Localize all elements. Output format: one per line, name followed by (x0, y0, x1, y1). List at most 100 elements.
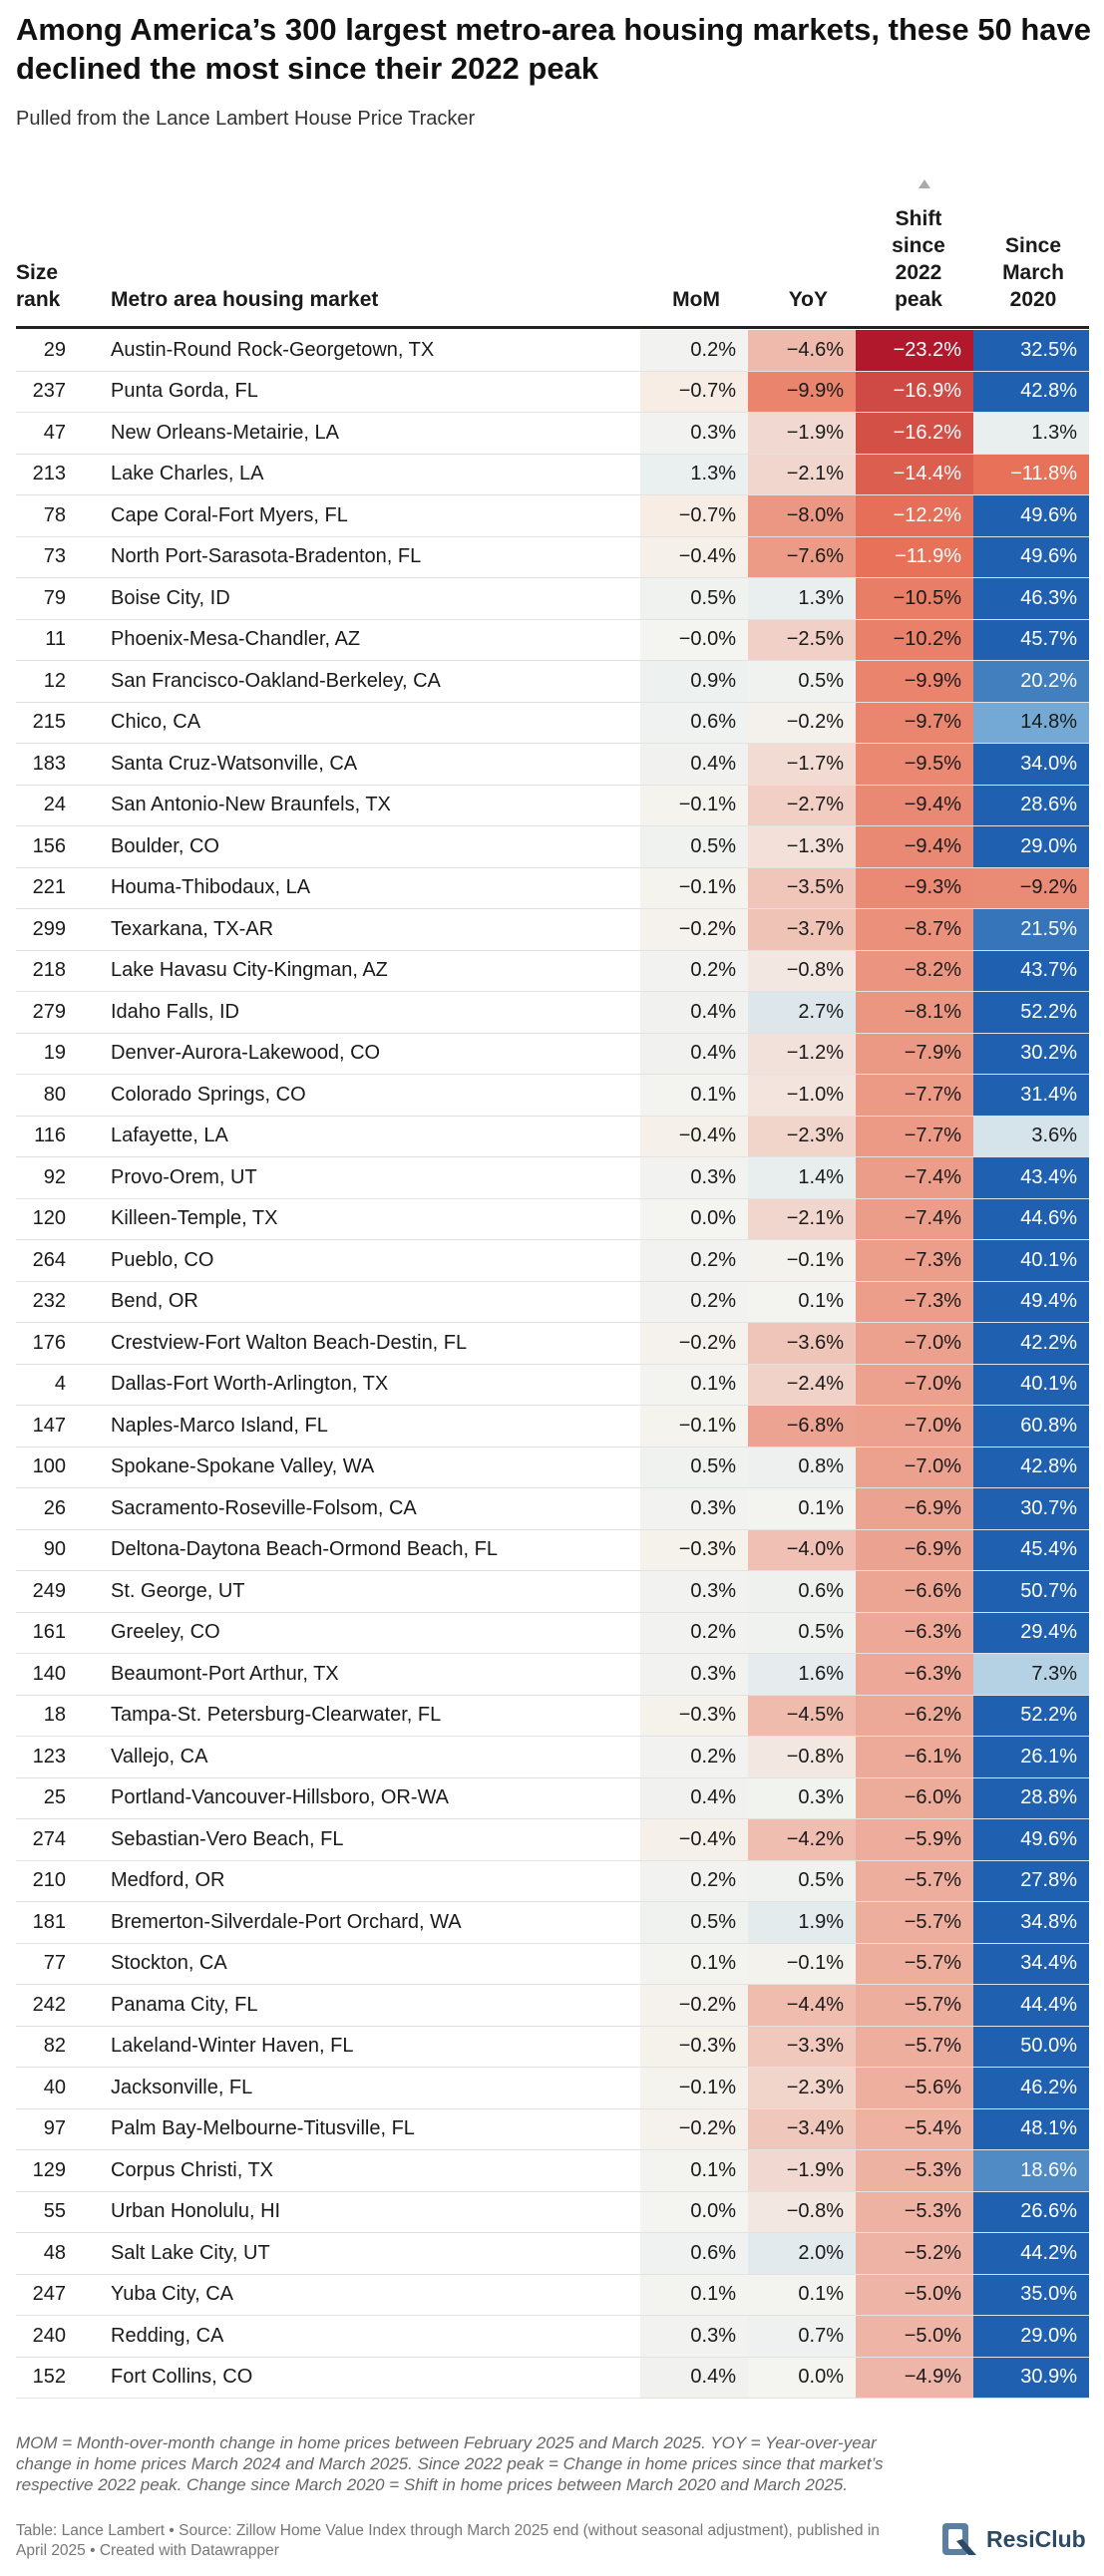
cell-mom: 0.3% (640, 1157, 748, 1198)
cell-metro: Santa Cruz-Watsonville, CA (111, 752, 358, 775)
cell-since-2022-peak: −16.2% (856, 413, 973, 454)
cell-mom: −0.2% (640, 1323, 748, 1364)
cell-size-rank: 26 (43, 1496, 66, 1519)
cell-mom: 0.3% (640, 2316, 748, 2357)
cell-metro: Vallejo, CA (111, 1745, 208, 1768)
cell-mom: −0.1% (640, 785, 748, 825)
cell-yoy: −4.2% (748, 1819, 856, 1860)
cell-since-2022-peak: −7.3% (856, 1281, 973, 1322)
cell-metro: Portland-Vancouver-Hillsboro, OR-WA (111, 1786, 449, 1809)
table-row: 12 San Francisco-Oakland-Berkeley, CA 0.9%… (16, 661, 1089, 703)
cell-yoy: −3.3% (748, 2026, 856, 2067)
cell-metro: Colorado Springs, CO (111, 1083, 306, 1106)
cell-since-march-2020: 52.2% (973, 1695, 1089, 1736)
cell-size-rank: 156 (32, 834, 66, 857)
header-line: Size (16, 261, 59, 284)
cell-since-2022-peak: −6.3% (856, 1654, 973, 1695)
cell-size-rank: 129 (32, 2158, 66, 2181)
header-metro[interactable]: Metro area housing market (111, 286, 378, 313)
cell-since-march-2020: 45.7% (973, 619, 1089, 660)
table-row: 232 Bend, OR 0.2% 0.1% −7.3% 49.4% (16, 1281, 1089, 1323)
cell-yoy: 0.1% (748, 1281, 856, 1322)
cell-yoy: 0.0% (748, 2357, 856, 2398)
cell-size-rank: 48 (43, 2241, 66, 2264)
table-row: 90 Deltona-Daytona Beach-Ormond Beach, FL… (16, 1529, 1089, 1571)
cell-since-2022-peak: −5.6% (856, 2068, 973, 2108)
cell-metro: North Port-Sarasota-Bradenton, FL (111, 545, 422, 568)
cell-since-march-2020: 35.0% (973, 2274, 1089, 2315)
cell-yoy: −1.7% (748, 744, 856, 785)
cell-since-2022-peak: −8.7% (856, 909, 973, 950)
cell-size-rank: 213 (32, 463, 66, 485)
cell-mom: −0.1% (640, 2068, 748, 2108)
table-row: 176 Crestview-Fort Walton Beach-Destin, F… (16, 1323, 1089, 1365)
cell-yoy: −4.5% (748, 1695, 856, 1736)
cell-yoy: −0.8% (748, 2191, 856, 2232)
cell-size-rank: 90 (43, 1538, 66, 1561)
cell-metro: Sacramento-Roseville-Folsom, CA (111, 1496, 417, 1519)
header-since-2022-peak[interactable]: Shift since 2022 peak (856, 205, 981, 313)
cell-since-march-2020: 29.0% (973, 2316, 1089, 2357)
cell-since-march-2020: 48.1% (973, 2108, 1089, 2149)
logo-text: ResiClub (986, 2525, 1086, 2552)
cell-mom: 0.3% (640, 413, 748, 454)
resiclub-logo: ResiClub (940, 2517, 1090, 2561)
cell-since-march-2020: 20.2% (973, 661, 1089, 702)
cell-mom: 0.6% (640, 2233, 748, 2274)
cell-since-march-2020: 32.5% (973, 330, 1089, 371)
header-mom[interactable]: MoM (640, 286, 720, 313)
cell-size-rank: 299 (32, 917, 66, 940)
cell-size-rank: 242 (32, 1993, 66, 2016)
cell-since-march-2020: 50.7% (973, 1571, 1089, 1612)
cell-since-2022-peak: −9.7% (856, 702, 973, 743)
cell-since-march-2020: 40.1% (973, 1240, 1089, 1281)
cell-metro: Denver-Aurora-Lakewood, CO (111, 1042, 381, 1065)
cell-mom: 0.4% (640, 1777, 748, 1818)
cell-since-march-2020: 49.6% (973, 1819, 1089, 1860)
table-row: 80 Colorado Springs, CO 0.1% −1.0% −7.7% 31.4… (16, 1075, 1089, 1117)
cell-size-rank: 55 (43, 2200, 66, 2223)
cell-metro: Boise City, ID (111, 586, 230, 609)
cell-since-march-2020: −9.2% (973, 867, 1089, 908)
header-yoy[interactable]: YoY (748, 286, 828, 313)
cell-metro: Urban Honolulu, HI (111, 2200, 281, 2223)
header-line: MoM (672, 288, 720, 311)
cell-size-rank: 176 (32, 1331, 66, 1354)
cell-size-rank: 116 (34, 1125, 66, 1147)
cell-mom: 0.2% (640, 950, 748, 991)
cell-metro: Salt Lake City, UT (111, 2241, 270, 2264)
cell-mom: 0.4% (640, 2357, 748, 2398)
cell-mom: −0.1% (640, 1406, 748, 1447)
cell-since-2022-peak: −7.0% (856, 1406, 973, 1447)
cell-yoy: −1.0% (748, 1075, 856, 1116)
cell-since-2022-peak: −5.7% (856, 1902, 973, 1943)
cell-since-march-2020: 40.1% (973, 1364, 1089, 1405)
table-row: 221 Houma-Thibodaux, LA −0.1% −3.5% −9.3% −9.… (16, 867, 1089, 909)
cell-since-march-2020: 30.9% (973, 2357, 1089, 2398)
cell-mom: −0.3% (640, 2026, 748, 2067)
header-since-march-2020[interactable]: Since March 2020 (973, 232, 1093, 313)
footnote: MOM = Month-over-month change in home pr… (16, 2433, 884, 2494)
cell-size-rank: 152 (32, 2366, 66, 2389)
table-row: 19 Denver-Aurora-Lakewood, CO 0.4% −1.2% −7.… (16, 1033, 1089, 1075)
header-line: Shift (895, 207, 942, 230)
cell-since-2022-peak: −7.3% (856, 1240, 973, 1281)
cell-yoy: −4.0% (748, 1529, 856, 1570)
header-line: 2020 (1009, 288, 1057, 311)
cell-size-rank: 247 (32, 2283, 66, 2306)
cell-mom: 0.1% (640, 2150, 748, 2191)
cell-since-march-2020: 42.8% (973, 1447, 1089, 1487)
table-row: 92 Provo-Orem, UT 0.3% 1.4% −7.4% 43.4% (16, 1157, 1089, 1199)
table-row: 161 Greeley, CO 0.2% 0.5% −6.3% 29.4% (16, 1612, 1089, 1654)
header-size-rank[interactable]: Size rank (16, 259, 60, 313)
cell-mom: 0.6% (640, 702, 748, 743)
cell-metro: Lakeland-Winter Haven, FL (111, 2035, 354, 2058)
cell-size-rank: 274 (32, 1827, 66, 1850)
cell-mom: 0.2% (640, 1240, 748, 1281)
table-row: 120 Killeen-Temple, TX 0.0% −2.1% −7.4% 44.6% (16, 1198, 1089, 1240)
cell-since-2022-peak: −7.7% (856, 1116, 973, 1156)
cell-since-2022-peak: −7.0% (856, 1447, 973, 1487)
cell-size-rank: 82 (43, 2035, 66, 2058)
cell-since-march-2020: 46.2% (973, 2068, 1089, 2108)
cell-mom: −0.2% (640, 1985, 748, 2026)
